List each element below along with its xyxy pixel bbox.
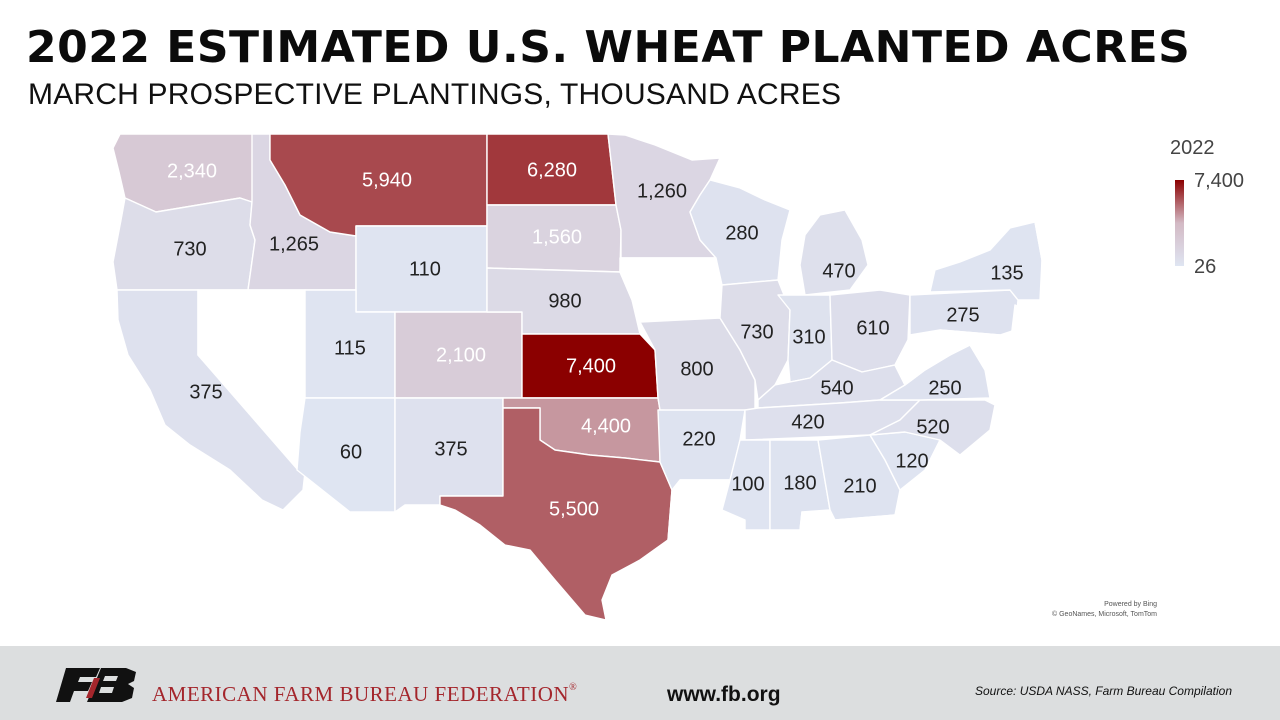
website-link[interactable]: www.fb.org bbox=[667, 683, 781, 706]
state-value-sc: 120 bbox=[895, 450, 928, 472]
state-value-ca: 375 bbox=[189, 381, 222, 403]
attribution-credits: © GeoNames, Microsoft, TomTom bbox=[1052, 611, 1157, 618]
state-value-pa: 275 bbox=[946, 304, 979, 326]
registered-mark: ® bbox=[569, 682, 578, 693]
state-value-al: 180 bbox=[783, 472, 816, 494]
state-value-ut: 115 bbox=[334, 337, 366, 359]
state-value-wy: 110 bbox=[409, 258, 441, 280]
state-value-co: 2,100 bbox=[436, 344, 486, 366]
state-nc[interactable] bbox=[869, 399, 996, 456]
state-value-ms: 100 bbox=[731, 473, 764, 495]
state-value-id: 1,265 bbox=[269, 233, 319, 255]
state-value-wi: 280 bbox=[725, 222, 758, 244]
state-value-ga: 210 bbox=[843, 475, 876, 497]
state-value-oh: 610 bbox=[856, 317, 889, 339]
footer-bar: AMERICAN FARM BUREAU FEDERATION® www.fb.… bbox=[0, 646, 1280, 720]
state-value-ar: 220 bbox=[682, 428, 715, 450]
source-note: Source: USDA NASS, Farm Bureau Compilati… bbox=[975, 684, 1232, 698]
state-tx[interactable] bbox=[439, 407, 673, 621]
farm-bureau-logo-icon bbox=[56, 668, 136, 702]
state-fl[interactable] bbox=[799, 511, 936, 611]
state-value-mt: 5,940 bbox=[362, 169, 412, 191]
state-ny[interactable] bbox=[929, 221, 1043, 301]
org-name-text: AMERICAN FARM BUREAU FEDERATION bbox=[152, 682, 570, 706]
page-title: 2022 ESTIMATED U.S. WHEAT PLANTED ACRES bbox=[26, 22, 1191, 73]
attribution-powered-by: Powered by Bing bbox=[1104, 601, 1157, 608]
state-value-mi: 470 bbox=[822, 260, 855, 282]
state-value-az: 60 bbox=[340, 441, 362, 463]
state-value-tn: 420 bbox=[791, 411, 824, 433]
state-value-va: 250 bbox=[928, 377, 961, 399]
state-value-ok: 4,400 bbox=[581, 415, 631, 437]
state-value-ks: 7,400 bbox=[566, 355, 616, 377]
state-value-ne: 980 bbox=[548, 290, 581, 312]
org-name: AMERICAN FARM BUREAU FEDERATION® bbox=[152, 682, 577, 707]
legend-max-label: 7,400 bbox=[1194, 170, 1245, 192]
state-value-wa: 2,340 bbox=[167, 160, 217, 182]
state-md[interactable] bbox=[939, 329, 1006, 371]
state-nj[interactable] bbox=[1007, 304, 1026, 351]
state-value-il: 730 bbox=[740, 321, 773, 343]
state-value-ny: 135 bbox=[990, 262, 1023, 284]
state-value-or: 730 bbox=[173, 238, 206, 260]
state-value-mo: 800 bbox=[680, 358, 713, 380]
state-value-ky: 540 bbox=[820, 377, 853, 399]
state-mi[interactable] bbox=[799, 209, 869, 296]
state-value-nc: 520 bbox=[916, 416, 949, 438]
map-attribution: Powered by Bing © GeoNames, Microsoft, T… bbox=[1030, 600, 1157, 620]
state-value-nm: 375 bbox=[434, 438, 467, 460]
state-value-tx: 5,500 bbox=[549, 498, 599, 520]
legend-title: 2022 bbox=[1170, 137, 1215, 159]
legend-min-label: 26 bbox=[1194, 256, 1217, 278]
state-value-sd: 1,560 bbox=[532, 226, 582, 248]
page-subtitle: MARCH PROSPECTIVE PLANTINGS, THOUSAND AC… bbox=[28, 78, 842, 111]
state-value-nd: 6,280 bbox=[527, 159, 577, 181]
state-value-mn: 1,260 bbox=[637, 180, 687, 202]
legend-color-scale bbox=[1175, 180, 1184, 266]
state-value-in: 310 bbox=[792, 326, 825, 348]
state-new-england[interactable] bbox=[1034, 209, 1076, 291]
state-la[interactable] bbox=[667, 479, 749, 549]
